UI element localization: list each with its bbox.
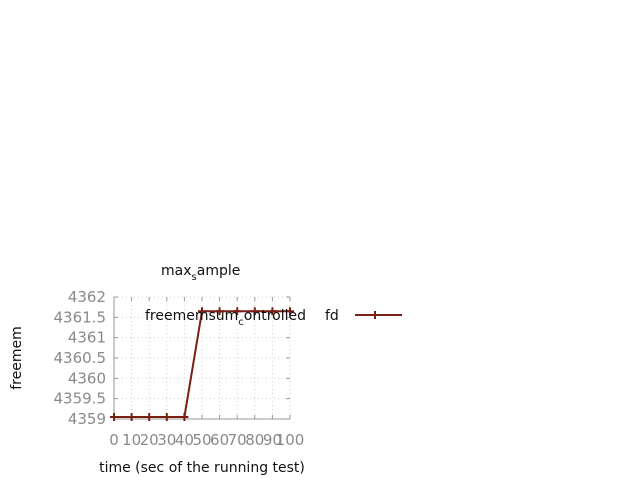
data-point-0-1: [127, 412, 136, 421]
x-axis-label: time (sec of the running test): [99, 460, 305, 476]
y-axis-label: freemem: [9, 326, 25, 390]
data-point-0-6: [215, 307, 224, 316]
y-tick-label-5: 4361.5: [54, 308, 107, 326]
x-tick-label-0: 0: [109, 431, 119, 449]
x-tick-label-2: 20: [140, 431, 159, 449]
series: [110, 307, 294, 421]
y-tick-label-0: 4359: [68, 410, 106, 428]
x-tick-label-5: 50: [192, 431, 211, 449]
data-point-0-8: [250, 307, 259, 316]
data-point-0-7: [233, 307, 242, 316]
data-point-0-3: [162, 412, 171, 421]
legend-label-tail: fd: [325, 308, 339, 324]
x-tick-label-6: 60: [210, 431, 229, 449]
data-point-0-9: [268, 307, 277, 316]
data-point-0-10: [286, 307, 294, 316]
x-tick-label-9: 90: [263, 431, 282, 449]
data-point-0-0: [110, 412, 118, 421]
chart-title: maxsample: [161, 263, 240, 283]
y-tick-label-1: 4359.5: [54, 390, 107, 408]
x-tick-label-8: 80: [245, 431, 264, 449]
x-tick-label-3: 30: [157, 431, 176, 449]
x-tick-label-4: 40: [175, 431, 194, 449]
legend-marker: [371, 311, 379, 319]
y-tick-label-2: 4360: [68, 369, 106, 387]
y-tick-label-4: 4361: [68, 329, 106, 347]
y-tick-label-6: 4362: [68, 288, 106, 306]
legend-label: freememsumcontrolled: [145, 308, 306, 328]
x-tick-label-1: 10: [122, 431, 141, 449]
x-tick-label-10: 100: [276, 431, 305, 449]
data-point-0-5: [198, 307, 206, 316]
y-tick-label-3: 4360.5: [54, 349, 107, 367]
data-point-0-4: [180, 412, 189, 421]
data-point-0-2: [145, 412, 154, 421]
legend: freememsumcontrolled fd: [145, 308, 402, 328]
grid: [113, 296, 291, 420]
x-tick-label-7: 70: [228, 431, 247, 449]
